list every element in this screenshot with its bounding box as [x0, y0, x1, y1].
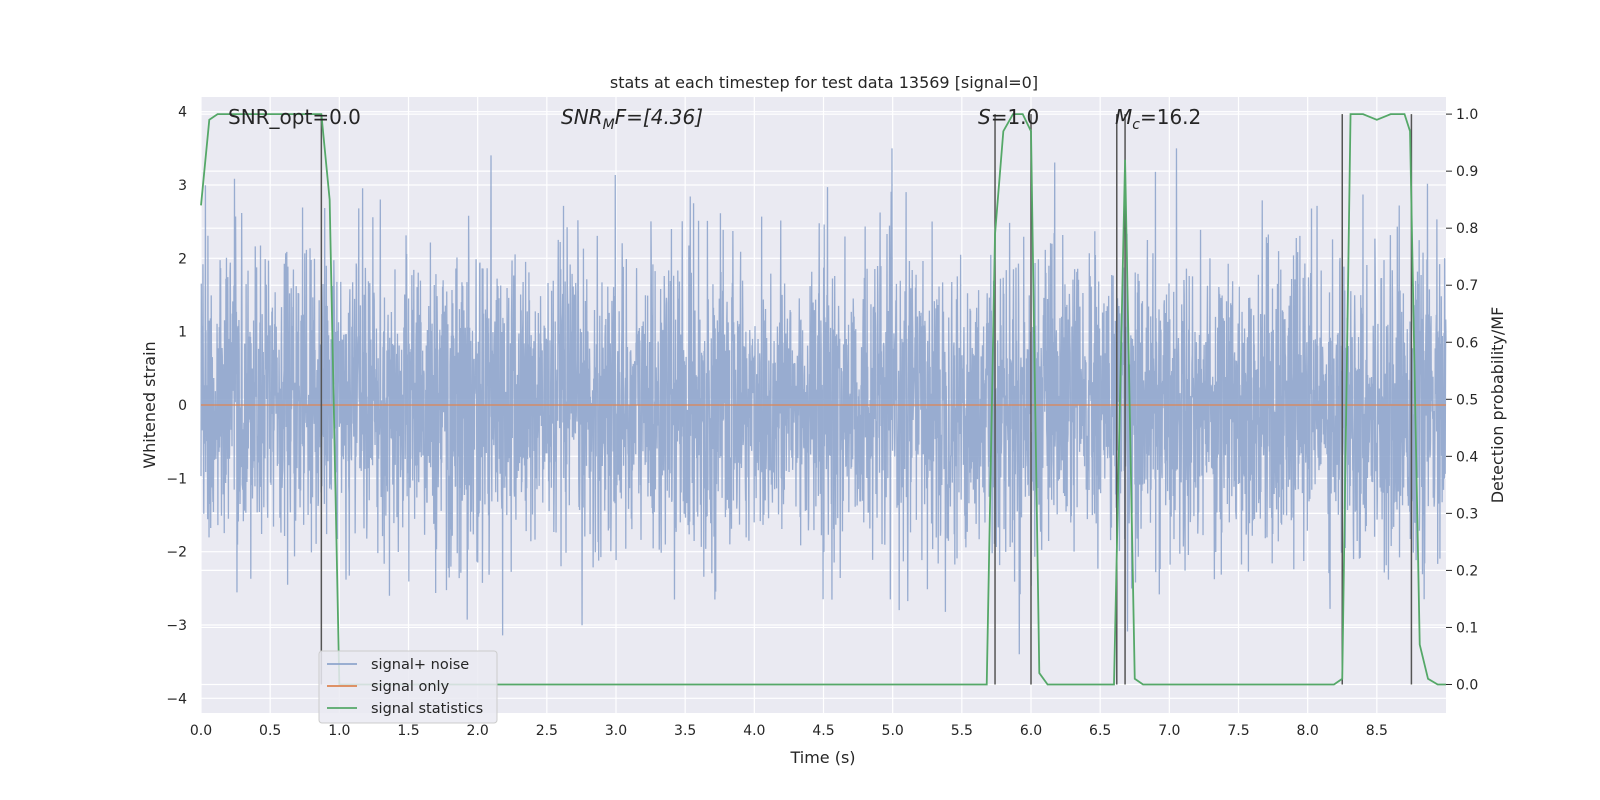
annotation-s-main: S — [978, 105, 991, 129]
y-right-tick-0.9: 0.9 — [1456, 164, 1478, 180]
x-tick-0.0: 0.0 — [190, 723, 212, 739]
y-left-tick-−1: −1 — [166, 471, 187, 487]
annotation-mc-main: M — [1115, 105, 1132, 129]
annotation-snr-mf-rest: F=[4.36] — [615, 105, 703, 129]
x-tick-8.0: 8.0 — [1297, 723, 1319, 739]
legend-label-signal-noise: signal+ noise — [371, 657, 469, 673]
x-tick-5.5: 5.5 — [951, 723, 973, 739]
x-tick-0.5: 0.5 — [259, 723, 281, 739]
legend-label-signal-statistics: signal statistics — [371, 701, 483, 717]
series-signal-statistics — [200, 113, 1446, 686]
x-tick-7.5: 7.5 — [1227, 723, 1249, 739]
y-right-tick-1.0: 1.0 — [1456, 107, 1478, 123]
annotation-s-rest: =1.0 — [991, 105, 1040, 129]
x-axis-ticks: 0.0 0.5 1.0 1.5 2.0 2.5 3.0 3.5 4.0 4.5 5.0 5.5 6.0 6… — [190, 723, 1388, 739]
y-right-tick-0.3: 0.3 — [1456, 506, 1478, 522]
x-tick-1.5: 1.5 — [397, 723, 419, 739]
x-tick-3.5: 3.5 — [674, 723, 696, 739]
y-axis-left-ticks: 4 3 2 1 0 −1 −2 −3 −4 — [166, 105, 187, 708]
annotation-mc-rest: =16.2 — [1140, 105, 1201, 129]
y-right-tick-0.5: 0.5 — [1456, 392, 1478, 408]
y-left-tick-0: 0 — [178, 398, 187, 414]
x-tick-4.0: 4.0 — [743, 723, 765, 739]
y-right-tick-0.2: 0.2 — [1456, 563, 1478, 579]
y-right-tick-0.4: 0.4 — [1456, 449, 1478, 465]
legend: signal+ noise signal only signal statist… — [318, 650, 498, 724]
x-tick-4.5: 4.5 — [812, 723, 834, 739]
noise-line — [200, 148, 1447, 655]
series-signal-noise — [200, 148, 1447, 655]
x-tick-6.0: 6.0 — [1020, 723, 1042, 739]
x-tick-1.0: 1.0 — [328, 723, 350, 739]
annotation-snr-mf-main: SNR — [561, 105, 603, 129]
y-left-tick-2: 2 — [178, 251, 187, 267]
y-axis-left-title: Whitened strain — [140, 341, 159, 468]
x-tick-6.5: 6.5 — [1089, 723, 1111, 739]
y-left-tick-−2: −2 — [166, 545, 187, 561]
annotation-snr-mf-sub: M — [603, 117, 615, 133]
x-tick-2.5: 2.5 — [536, 723, 558, 739]
legend-box — [318, 650, 498, 724]
y-left-tick-4: 4 — [178, 105, 187, 121]
y-right-tick-0.8: 0.8 — [1456, 221, 1478, 237]
y-right-tick-0.1: 0.1 — [1456, 620, 1478, 636]
annotation-mc: Mc=16.2 — [1115, 105, 1201, 133]
y-right-tick-0.7: 0.7 — [1456, 278, 1478, 294]
y-left-tick-1: 1 — [178, 325, 187, 341]
y-axis-right-ticks: 1.0 0.9 0.8 0.7 0.6 0.5 0.4 0.3 0.2 0.1 0.0 — [1446, 107, 1478, 693]
y-left-tick-−4: −4 — [166, 691, 187, 707]
x-tick-3.0: 3.0 — [605, 723, 627, 739]
statistics-line — [200, 113, 1446, 686]
x-axis-title: Time (s) — [789, 748, 855, 767]
chart-title: stats at each timestep for test data 135… — [610, 73, 1038, 92]
annotation-mc-sub: c — [1132, 117, 1140, 133]
y-right-tick-0.0: 0.0 — [1456, 677, 1478, 693]
annotation-s: S=1.0 — [978, 105, 1039, 129]
legend-label-signal-only: signal only — [371, 679, 450, 695]
y-left-tick-−3: −3 — [166, 618, 187, 634]
y-right-tick-0.6: 0.6 — [1456, 335, 1478, 351]
x-tick-2.0: 2.0 — [467, 723, 489, 739]
annotation-snr-mf: SNRMF=[4.36] — [561, 105, 703, 133]
x-tick-5.0: 5.0 — [882, 723, 904, 739]
x-tick-7.0: 7.0 — [1158, 723, 1180, 739]
y-left-tick-3: 3 — [178, 178, 187, 194]
annotation-snr-opt: SNR_opt=0.0 — [228, 105, 361, 129]
x-tick-8.5: 8.5 — [1366, 723, 1388, 739]
y-axis-right-title: Detection probability/MF — [1488, 307, 1507, 504]
